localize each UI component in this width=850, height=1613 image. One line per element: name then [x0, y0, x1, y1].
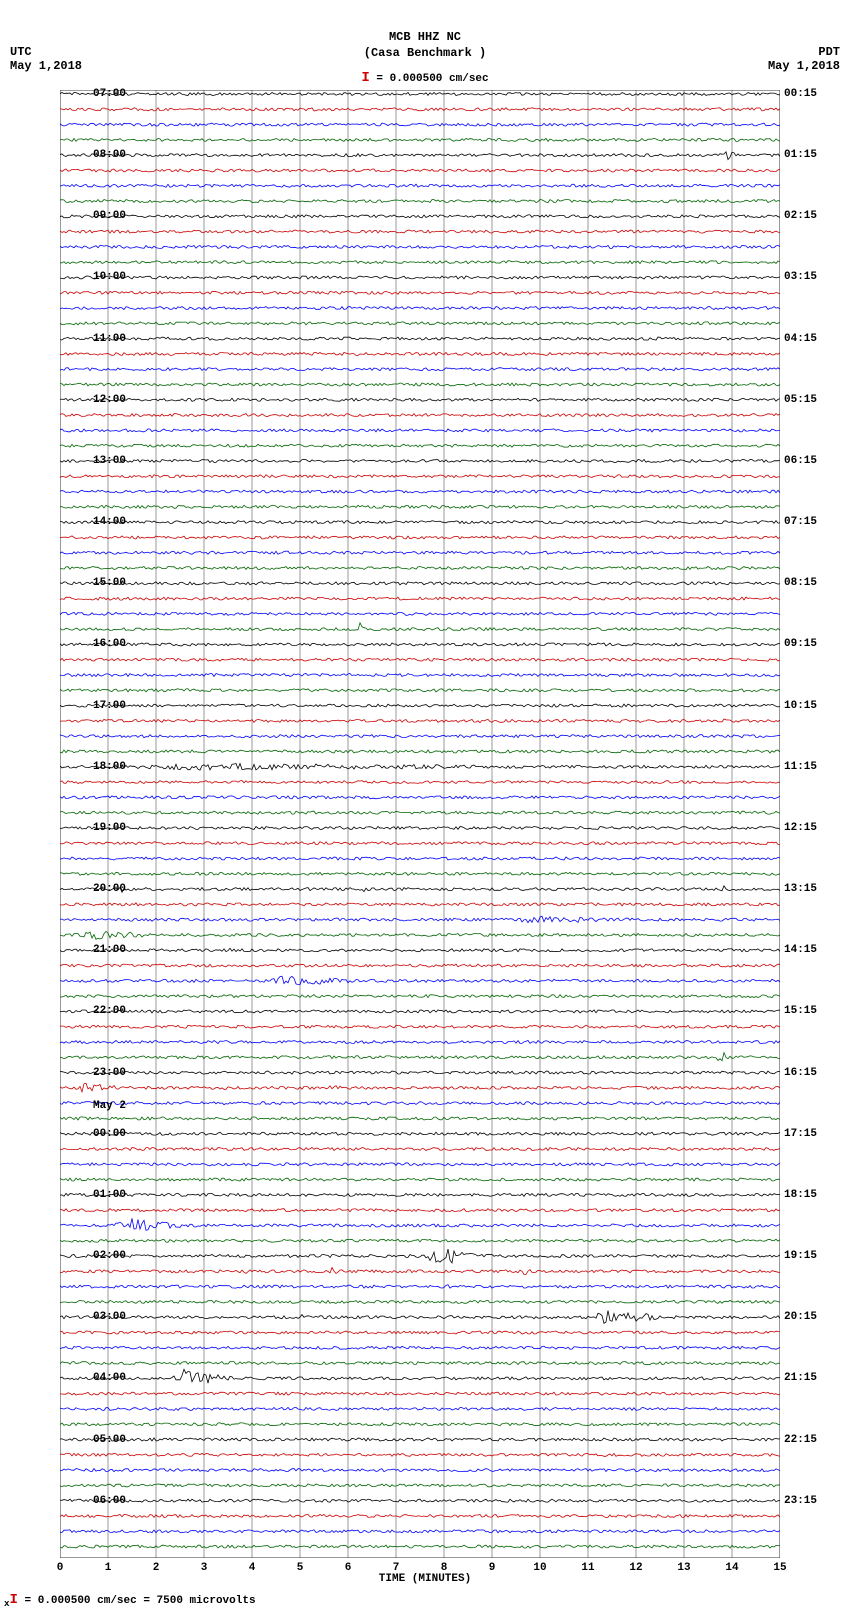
left-time-label: 11:00: [93, 333, 126, 345]
left-time-label: 14:00: [93, 516, 126, 528]
scale-bar-icon: I: [361, 70, 369, 86]
right-time-label: 10:15: [784, 700, 817, 712]
left-time-label: 06:00: [93, 1495, 126, 1507]
scale-value: = 0.000500 cm/sec: [376, 73, 488, 85]
left-time-label: 10:00: [93, 271, 126, 283]
x-tick: 2: [153, 1562, 160, 1574]
left-time-label: 20:00: [93, 883, 126, 895]
left-time-label: 02:00: [93, 1250, 126, 1262]
x-tick: 14: [725, 1562, 738, 1574]
station-location: (Casa Benchmark ): [0, 46, 850, 62]
right-time-label: 05:15: [784, 394, 817, 406]
x-tick: 8: [441, 1562, 448, 1574]
left-time-label: 19:00: [93, 822, 126, 834]
right-time-label: 17:15: [784, 1128, 817, 1140]
right-time-label: 15:15: [784, 1005, 817, 1017]
tz-left-block: UTC May 1,2018: [10, 45, 82, 73]
right-time-label: 19:15: [784, 1250, 817, 1262]
footer-text: = 0.000500 cm/sec = 7500 microvolts: [25, 1595, 256, 1607]
left-time-label: 09:00: [93, 210, 126, 222]
right-time-label: 07:15: [784, 516, 817, 528]
seismogram-plot: [60, 90, 780, 1558]
left-time-label: 12:00: [93, 394, 126, 406]
x-axis-label: TIME (MINUTES): [379, 1573, 471, 1585]
seismogram-svg: [60, 90, 780, 1558]
tz-right-date: May 1,2018: [768, 59, 840, 73]
x-tick: 13: [677, 1562, 690, 1574]
left-time-label: 00:00: [93, 1128, 126, 1140]
right-time-label: 12:15: [784, 822, 817, 834]
left-time-label: 13:00: [93, 455, 126, 467]
x-tick: 10: [533, 1562, 546, 1574]
left-time-label: 18:00: [93, 761, 126, 773]
right-time-label: 00:15: [784, 88, 817, 100]
right-time-label: 23:15: [784, 1495, 817, 1507]
left-time-label: 05:00: [93, 1434, 126, 1446]
header-block: MCB HHZ NC (Casa Benchmark ): [0, 30, 850, 61]
x-tick: 15: [773, 1562, 786, 1574]
right-time-label: 06:15: [784, 455, 817, 467]
x-tick: 7: [393, 1562, 400, 1574]
right-time-label: 09:15: [784, 638, 817, 650]
x-tick: 1: [105, 1562, 112, 1574]
x-tick: 5: [297, 1562, 304, 1574]
right-time-label: 22:15: [784, 1434, 817, 1446]
right-time-label: 08:15: [784, 577, 817, 589]
right-time-label: 02:15: [784, 210, 817, 222]
right-time-label: 04:15: [784, 333, 817, 345]
x-tick: 9: [489, 1562, 496, 1574]
right-time-label: 18:15: [784, 1189, 817, 1201]
x-tick: 6: [345, 1562, 352, 1574]
tz-left-label: UTC: [10, 45, 82, 59]
scale-legend: I = 0.000500 cm/sec: [361, 70, 488, 86]
left-time-label: 21:00: [93, 944, 126, 956]
x-tick: 11: [581, 1562, 594, 1574]
tz-left-date: May 1,2018: [10, 59, 82, 73]
right-time-label: 20:15: [784, 1311, 817, 1323]
left-time-label: 03:00: [93, 1311, 126, 1323]
right-time-label: 03:15: [784, 271, 817, 283]
x-tick: 0: [57, 1562, 64, 1574]
tz-right-block: PDT May 1,2018: [768, 45, 840, 73]
footer-bar-icon: I: [10, 1592, 18, 1608]
left-time-label: 17:00: [93, 700, 126, 712]
footer-scale: x I = 0.000500 cm/sec = 7500 microvolts: [4, 1592, 256, 1609]
seismogram-container: MCB HHZ NC (Casa Benchmark ) UTC May 1,2…: [0, 0, 850, 1613]
x-tick: 4: [249, 1562, 256, 1574]
right-time-label: 01:15: [784, 149, 817, 161]
x-tick: 3: [201, 1562, 208, 1574]
left-time-label: 23:00: [93, 1067, 126, 1079]
left-time-label: 01:00: [93, 1189, 126, 1201]
right-time-label: 21:15: [784, 1372, 817, 1384]
x-tick: 12: [629, 1562, 642, 1574]
right-time-label: 11:15: [784, 761, 817, 773]
left-time-label: 16:00: [93, 638, 126, 650]
left-time-label: 08:00: [93, 149, 126, 161]
left-time-label: 04:00: [93, 1372, 126, 1384]
left-time-label: 15:00: [93, 577, 126, 589]
day-break-label: May 2: [93, 1100, 126, 1112]
left-time-label: 07:00: [93, 88, 126, 100]
right-time-label: 16:15: [784, 1067, 817, 1079]
station-code: MCB HHZ NC: [0, 30, 850, 46]
right-time-label: 13:15: [784, 883, 817, 895]
right-time-label: 14:15: [784, 944, 817, 956]
left-time-label: 22:00: [93, 1005, 126, 1017]
tz-right-label: PDT: [768, 45, 840, 59]
